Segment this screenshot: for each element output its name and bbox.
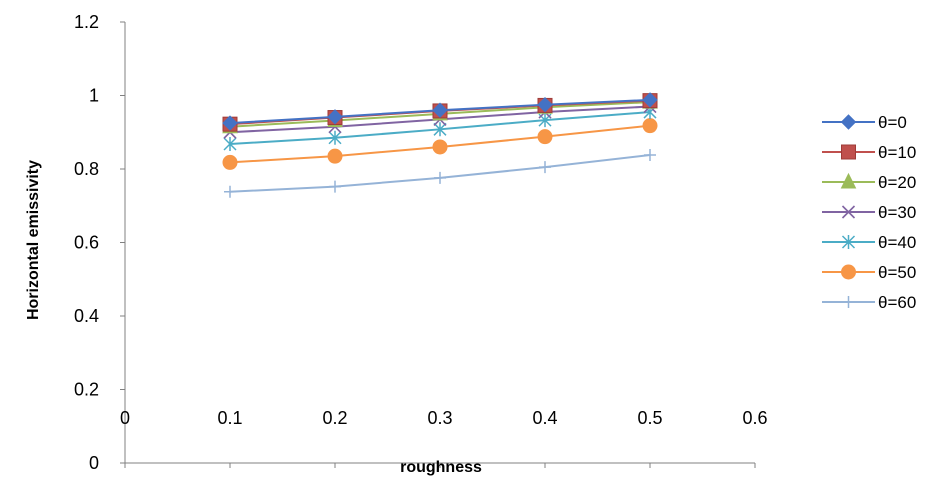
x-axis-title: roughness	[400, 459, 482, 476]
legend-marker	[841, 235, 856, 249]
data-point	[432, 102, 448, 118]
data-point	[224, 185, 236, 198]
legend-label: θ=20	[878, 173, 916, 192]
y-tick-label: 0.4	[74, 306, 99, 326]
data-point	[644, 149, 656, 162]
data-point	[642, 118, 658, 134]
legend-entry: θ=40	[822, 233, 916, 252]
y-tick-label: 0.6	[74, 233, 99, 253]
axes: 0 0.2 0.4 0.6 0.8 1 1.2 0 0.1 0.2 0.3 0.4 0.5 0.6	[74, 12, 768, 473]
x-tick-label: 0.2	[322, 408, 347, 428]
legend-label: θ=40	[878, 233, 916, 252]
x-tick-label: 0.3	[427, 408, 452, 428]
series-7	[224, 149, 656, 198]
y-tick-label: 0.2	[74, 380, 99, 400]
x-tick-label: 0.4	[532, 408, 557, 428]
y-tick-label: 1.2	[74, 12, 99, 32]
data-point	[537, 96, 553, 113]
data-point	[222, 115, 238, 131]
y-tick-label: 0.8	[74, 159, 99, 179]
data-point	[327, 148, 343, 164]
series-layer	[222, 92, 658, 198]
data-point	[328, 130, 342, 145]
data-point	[537, 129, 553, 145]
data-point	[223, 137, 237, 152]
legend-entry: θ=10	[822, 143, 916, 162]
legend-label: θ=50	[878, 263, 916, 282]
x-tick-label: 0.5	[637, 408, 662, 428]
legend-label: θ=0	[878, 113, 907, 132]
legend: θ=0 θ=10 θ=20 θ=30 θ=40 θ=50 θ=60	[822, 113, 916, 312]
series-6	[222, 118, 658, 170]
legend-marker	[840, 114, 857, 130]
data-point	[222, 154, 238, 170]
legend-entry: θ=50	[822, 263, 916, 282]
data-point	[642, 92, 658, 108]
data-point	[434, 171, 446, 184]
data-point	[432, 139, 448, 155]
legend-label: θ=60	[878, 293, 916, 312]
legend-label: θ=10	[878, 143, 916, 162]
legend-marker	[841, 144, 856, 160]
x-tick-label: 0	[120, 408, 130, 428]
y-axis-title: Horizontal emissivity	[25, 160, 42, 320]
legend-marker	[842, 296, 855, 308]
x-tick-label: 0.1	[217, 408, 242, 428]
legend-label: θ=30	[878, 203, 916, 222]
legend-marker	[841, 205, 856, 219]
y-tick-label: 0	[89, 453, 99, 473]
legend-entry: θ=30	[822, 203, 916, 222]
data-point	[327, 109, 343, 125]
legend-entry: θ=20	[822, 172, 916, 192]
legend-entry: θ=60	[822, 293, 916, 312]
x-tick-label: 0.6	[742, 408, 767, 428]
data-point	[433, 122, 447, 137]
y-tick-label: 1	[89, 86, 99, 106]
legend-entry: θ=0	[822, 113, 907, 132]
legend-marker	[840, 172, 857, 189]
legend-marker	[841, 264, 856, 280]
data-point	[329, 180, 341, 193]
series-1	[222, 92, 658, 131]
data-point	[539, 161, 551, 174]
